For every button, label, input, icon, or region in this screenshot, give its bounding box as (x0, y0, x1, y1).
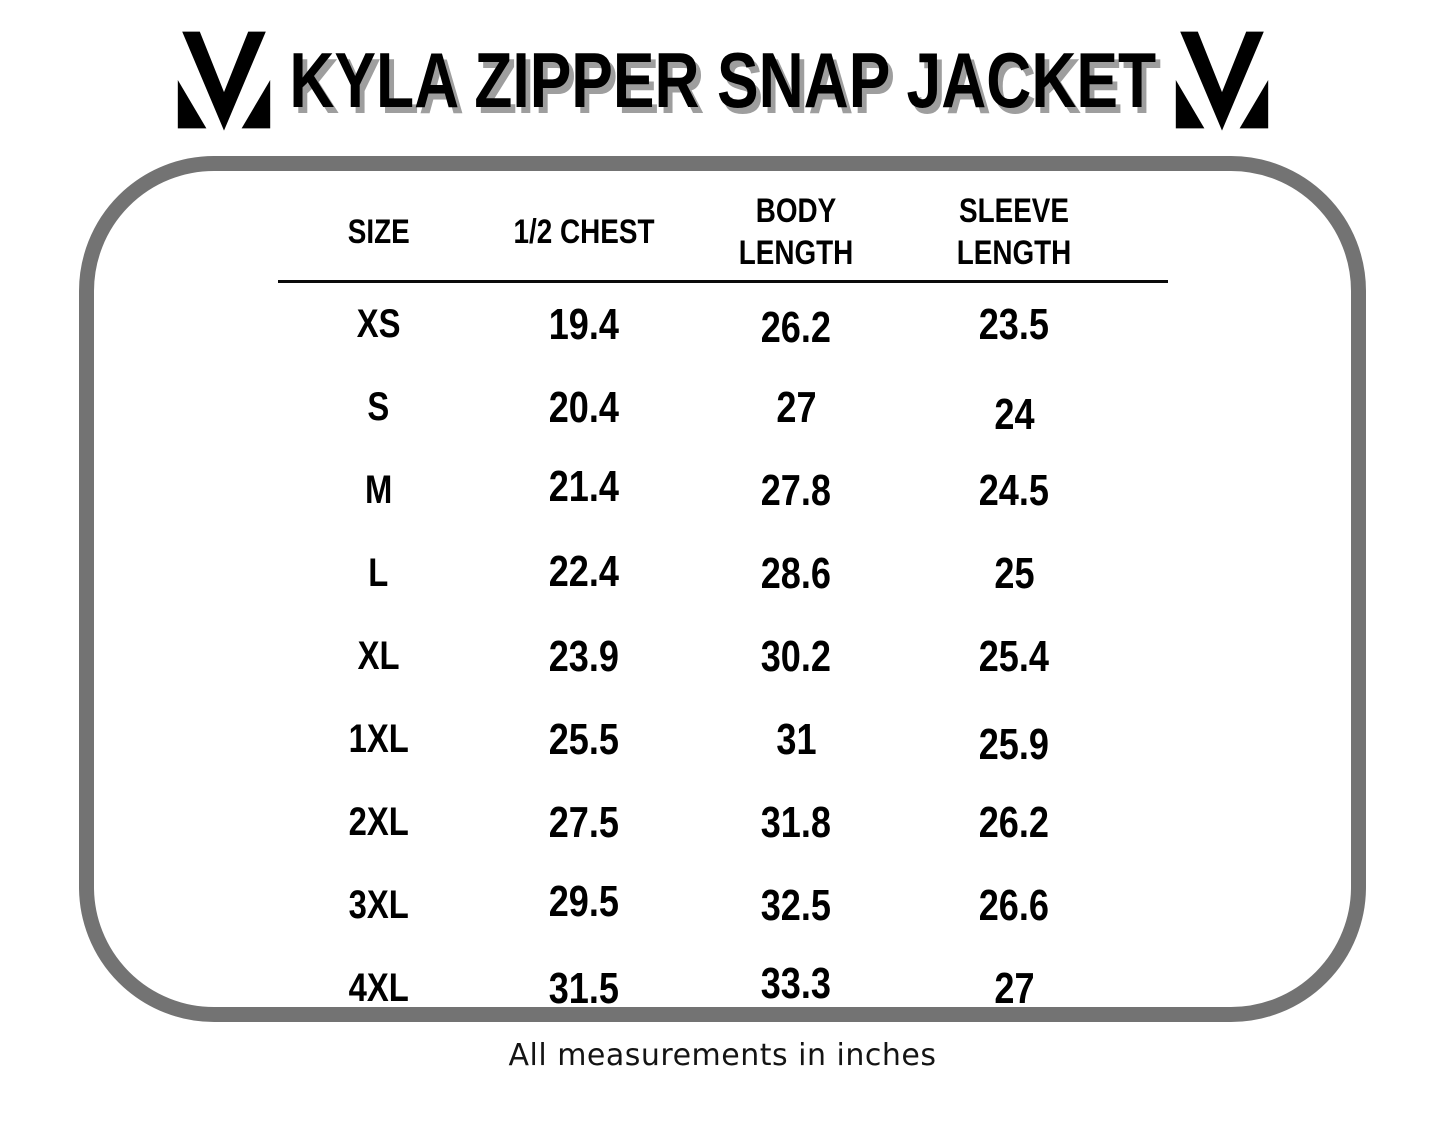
table-row-xs: XS 19.4 26.2 23.5 (278, 282, 1168, 367)
body-length-value: 31.8 (760, 797, 832, 847)
header: KYLA ZIPPER SNAP JACKET (0, 24, 1445, 136)
body-length-value: 27 (775, 382, 817, 432)
sleeve-length-value: 26.2 (978, 797, 1050, 847)
half-chest-value: 29.5 (548, 876, 619, 926)
half-chest-value: 27.5 (548, 797, 619, 847)
units-footnote: All measurements in inches (508, 1038, 937, 1073)
body-length-value: 28.6 (760, 548, 832, 598)
size-chart-frame: SIZE 1/2 CHEST BODY LENGTH SLEEVE LENGTH… (79, 156, 1366, 1022)
half-chest-value: 22.4 (548, 546, 619, 596)
half-chest-value: 20.4 (548, 382, 619, 432)
sleeve-length-value: 25.4 (978, 631, 1050, 681)
size-chart-header: SIZE 1/2 CHEST BODY LENGTH SLEEVE LENGTH (277, 185, 1168, 283)
table-row-xl: XL 23.9 30.2 25.4 (278, 615, 1168, 698)
sleeve-length-value: 25 (993, 548, 1035, 598)
brand-m-logo-icon (1175, 31, 1268, 131)
body-length-value: 27.8 (760, 465, 832, 515)
sleeve-length-value: 23.5 (978, 299, 1050, 349)
brand-m-logo-right (1167, 28, 1277, 132)
table-row-4xl: 4XL 31.5 33.3 27 (278, 947, 1168, 1013)
size-label: 1XL (348, 717, 409, 761)
table-row-3xl: 3XL 29.5 32.5 26.6 (278, 864, 1168, 947)
brand-m-logo-icon (177, 31, 270, 131)
body-length-value: 32.5 (760, 880, 832, 930)
sleeve-length-value: 25.9 (978, 719, 1050, 769)
sleeve-length-value: 27 (993, 963, 1035, 1013)
brand-m-logo-left (169, 28, 279, 132)
half-chest-value: 25.5 (548, 714, 619, 764)
half-chest-value: 21.4 (548, 461, 619, 511)
size-label: 3XL (348, 883, 409, 927)
size-label: S (367, 385, 390, 429)
table-row-m: M 21.4 27.8 24.5 (278, 449, 1168, 532)
half-chest-value: 31.5 (548, 963, 619, 1013)
table-row-l: L 22.4 28.6 25 (278, 532, 1168, 615)
body-length-value: 31 (775, 714, 817, 764)
half-chest-value: 23.9 (548, 631, 619, 681)
table-row-2xl: 2XL 27.5 31.8 26.2 (278, 781, 1168, 864)
size-label: 4XL (348, 966, 409, 1010)
table-row-1xl: 1XL 25.5 31 25.9 (278, 698, 1168, 781)
sleeve-length-value: 24 (993, 389, 1035, 439)
header-row: SIZE 1/2 CHEST BODY LENGTH SLEEVE LENGTH (277, 185, 1168, 283)
size-label: L (368, 551, 389, 595)
size-label: M (364, 468, 393, 512)
body-length-value: 33.3 (760, 958, 832, 1008)
size-chart-body: XS 19.4 26.2 23.5 S 20.4 27 24 M 21.4 27… (278, 282, 1168, 1013)
column-header-body-length: BODY LENGTH (687, 185, 905, 283)
size-chart-table: SIZE 1/2 CHEST BODY LENGTH SLEEVE LENGTH… (277, 185, 1168, 1013)
table-row-s: S 20.4 27 24 (278, 366, 1168, 449)
page-title: KYLA ZIPPER SNAP JACKET (289, 36, 1156, 124)
column-header-size: SIZE (277, 185, 480, 283)
title-wrap: KYLA ZIPPER SNAP JACKET (283, 0, 1163, 171)
size-label: XS (356, 302, 401, 346)
body-length-value: 26.2 (760, 302, 832, 352)
body-length-value: 30.2 (760, 631, 832, 681)
sleeve-length-value: 24.5 (978, 465, 1050, 515)
column-header-sleeve-length: SLEEVE LENGTH (904, 185, 1168, 283)
size-label: XL (357, 634, 400, 678)
sleeve-length-value: 26.6 (978, 880, 1050, 930)
size-label: 2XL (348, 800, 409, 844)
half-chest-value: 19.4 (548, 299, 619, 349)
column-header-half-chest: 1/2 CHEST (479, 185, 688, 283)
